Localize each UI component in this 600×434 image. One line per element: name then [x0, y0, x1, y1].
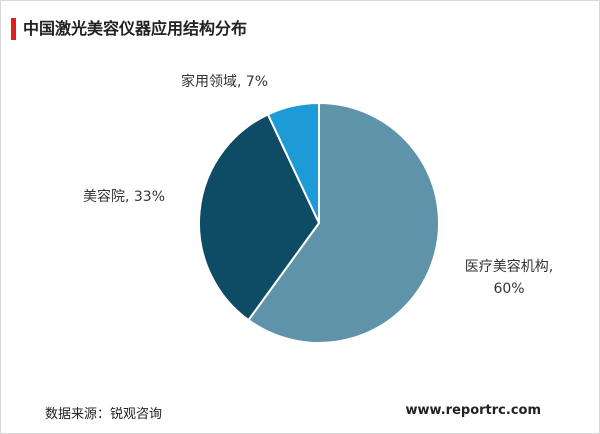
- data-label: 医疗美容机构, 60%: [464, 259, 554, 297]
- source-note: 数据来源：锐观咨询: [45, 407, 163, 422]
- title-accent: [11, 18, 16, 40]
- website: www.reportrc.com: [405, 403, 541, 418]
- data-label: 美容院, 33%: [83, 189, 166, 205]
- pie-slice: [247, 101, 440, 344]
- chart-title: 中国激光美容仪器应用结构分布: [23, 19, 248, 38]
- pie-slice: [266, 101, 320, 224]
- pie-slice: [198, 113, 321, 322]
- data-label: 家用领域, 7%: [181, 74, 269, 90]
